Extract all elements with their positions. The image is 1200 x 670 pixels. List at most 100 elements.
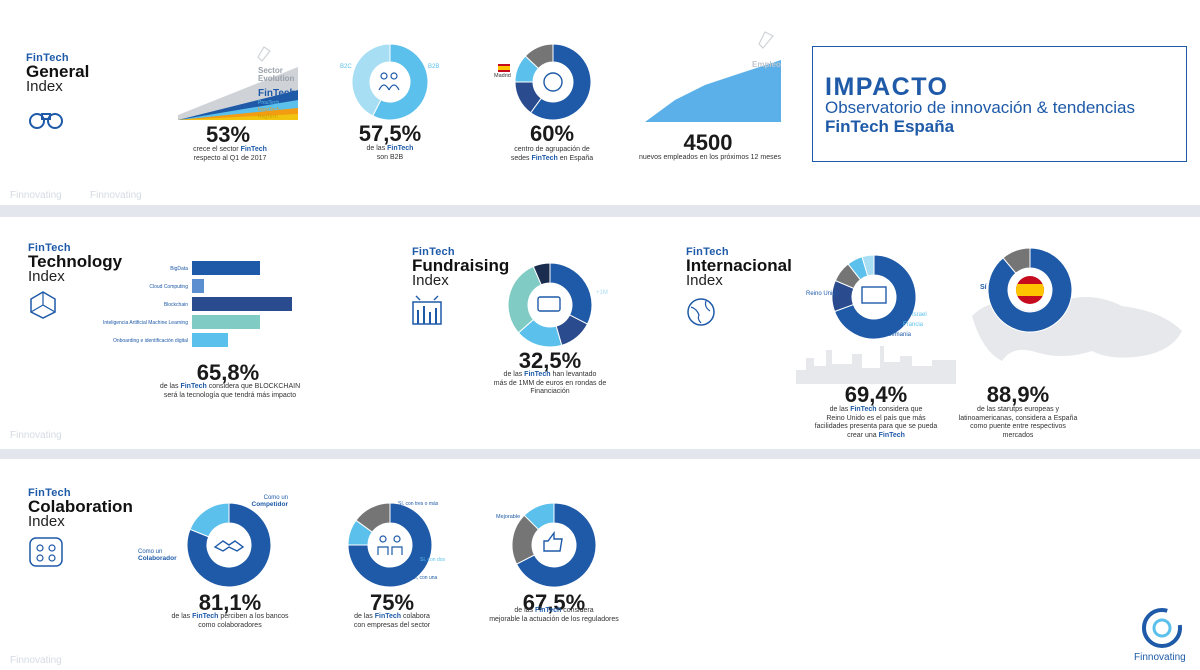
empresas-label-top: Sí, con tres o más	[398, 501, 439, 507]
label-francia: Francia	[903, 322, 924, 328]
index-title: Technology	[28, 252, 123, 271]
tech-bar	[192, 297, 292, 311]
competidor-label: Como un Competidor	[251, 495, 288, 508]
donut-slice-madrid	[529, 43, 592, 121]
fundraising-value: 32,5%	[518, 348, 582, 373]
brand-label: FinTech	[686, 246, 729, 258]
donut-slice-b2c	[351, 43, 391, 117]
brand-label: FinTech	[28, 242, 71, 254]
spain-flag-icon	[1016, 276, 1044, 304]
index-title: Colaboration	[28, 497, 133, 516]
label-alemania: Alemania	[886, 332, 912, 338]
network-cube-icon	[30, 291, 56, 319]
b2b-value: 57,5%	[358, 121, 422, 146]
reguladores-caption: de las FinTech considera mejorable la ac…	[489, 607, 619, 623]
empleo-area	[645, 60, 781, 122]
empleo-label: Empleo	[752, 60, 781, 69]
fundraising-donut-slices	[507, 262, 593, 348]
donut-slice-mejorable	[515, 502, 597, 588]
empresas-donut-slices	[347, 502, 433, 588]
laptop-icon	[861, 286, 887, 304]
internacional-donut	[831, 254, 917, 340]
donut-slice-colaborador	[186, 502, 272, 588]
donut-slice-c	[523, 502, 555, 531]
fundraising-index-heading: FinTech Fundraising Index	[412, 246, 509, 288]
watermark: Finnovating	[10, 190, 62, 201]
impacto-line3: FinTech España	[825, 117, 955, 136]
brand-label: FinTech	[412, 246, 455, 258]
sector-label: Sector Evolution	[258, 66, 295, 83]
empresas-caption: de las FinTech colabora con empresas del…	[353, 613, 431, 629]
donut-slice-b2b	[372, 43, 429, 121]
donut-slice-israel	[861, 254, 875, 277]
technology-bar-chart: BigData Cloud Computing Blockchain Intelige…	[103, 259, 300, 349]
index-subtitle: Index	[686, 272, 723, 289]
tech-bar	[192, 333, 228, 347]
empleo-area-chart	[645, 31, 781, 122]
money-icon	[537, 296, 561, 312]
reguladores-donut	[511, 502, 597, 588]
b2b-donut-slices	[351, 43, 429, 121]
spain-donut-slices	[987, 247, 1073, 333]
index-subtitle: Index	[28, 268, 65, 285]
band-bottom	[0, 459, 1200, 670]
spain-donut	[987, 247, 1073, 333]
label-reino-unido: Reino Unido	[806, 291, 840, 297]
reguladores-donut-slices	[511, 502, 597, 588]
people-icon	[378, 72, 400, 91]
label-eeuu: EEUU	[848, 324, 865, 330]
globe-icon	[543, 72, 563, 92]
colaboration-caption: de las FinTech perciben a los bancos com…	[171, 613, 289, 629]
index-subtitle: Index	[26, 78, 63, 95]
label-israel: Israel	[912, 312, 927, 318]
watermark: Finnovating	[90, 190, 142, 201]
thumbs-up-icon	[543, 530, 563, 552]
internacional-donut-slices	[831, 254, 917, 340]
general-index-heading: FinTech General Index	[26, 52, 89, 94]
legend-proutech: ProuTech	[258, 100, 280, 106]
mejorable-label: Mejorable	[496, 514, 521, 520]
index-title: Fundraising	[412, 256, 510, 275]
spain-caption: de las starutps europeas y latinoamerica…	[958, 406, 1078, 439]
impacto-box: IMPACTO Observatorio de innovación & ten…	[812, 46, 1187, 162]
index-title: General	[26, 62, 90, 81]
regtech-area	[178, 114, 298, 120]
b2b-label: B2B	[428, 64, 440, 70]
sector-value: 53%	[205, 122, 251, 147]
empleo-value: 4500	[683, 130, 733, 155]
impacto-title: IMPACTO	[825, 73, 949, 101]
sedes-value: 60%	[529, 121, 575, 146]
finnovating-logo-icon	[1142, 608, 1182, 648]
index-subtitle: Index	[28, 513, 65, 530]
tech-bar-label: Blockchain	[164, 302, 188, 308]
business-people-icon	[377, 535, 403, 555]
sedes-donut-slices	[514, 43, 592, 121]
internacional-value: 69,4%	[844, 382, 908, 407]
globe-icon	[687, 298, 715, 326]
watermark: Finnovating	[10, 655, 62, 666]
empresas-label-bottom: Sí, con una	[412, 575, 438, 581]
handshake-icon	[213, 540, 245, 552]
colaborador-label: Como un Colaborador	[138, 549, 177, 562]
rocket-icon	[758, 31, 774, 49]
empresas-value: 75%	[369, 590, 415, 615]
watermark: Finnovating	[10, 430, 62, 441]
legend-insurtech: InsurTech	[258, 107, 280, 113]
colaboration-donut	[186, 502, 272, 588]
legend-regtech: RegTech	[258, 114, 278, 120]
b2b-donut	[351, 43, 429, 121]
brand-label: FinTech	[26, 52, 69, 64]
madrid-label: Madrid	[494, 73, 511, 79]
money-chart-icon	[412, 295, 442, 325]
band-mid	[0, 205, 1200, 217]
colaboration-value: 81,1%	[198, 590, 262, 615]
fundraising-caption: de las FinTech han levantado más de 1MM …	[493, 371, 607, 395]
city-skyline	[796, 346, 956, 384]
sector-evolution-chart	[178, 46, 298, 120]
rocket-icon	[257, 46, 271, 62]
technology-bars: BigData Cloud Computing Blockchain Intelige…	[103, 261, 292, 347]
donut-slice-tres-o-m-s	[347, 502, 433, 588]
binoculars-icon	[29, 113, 63, 129]
b2c-label: B2C	[340, 64, 352, 70]
technology-caption: de las FinTech considera que BLOCKCHAIN …	[159, 383, 301, 399]
